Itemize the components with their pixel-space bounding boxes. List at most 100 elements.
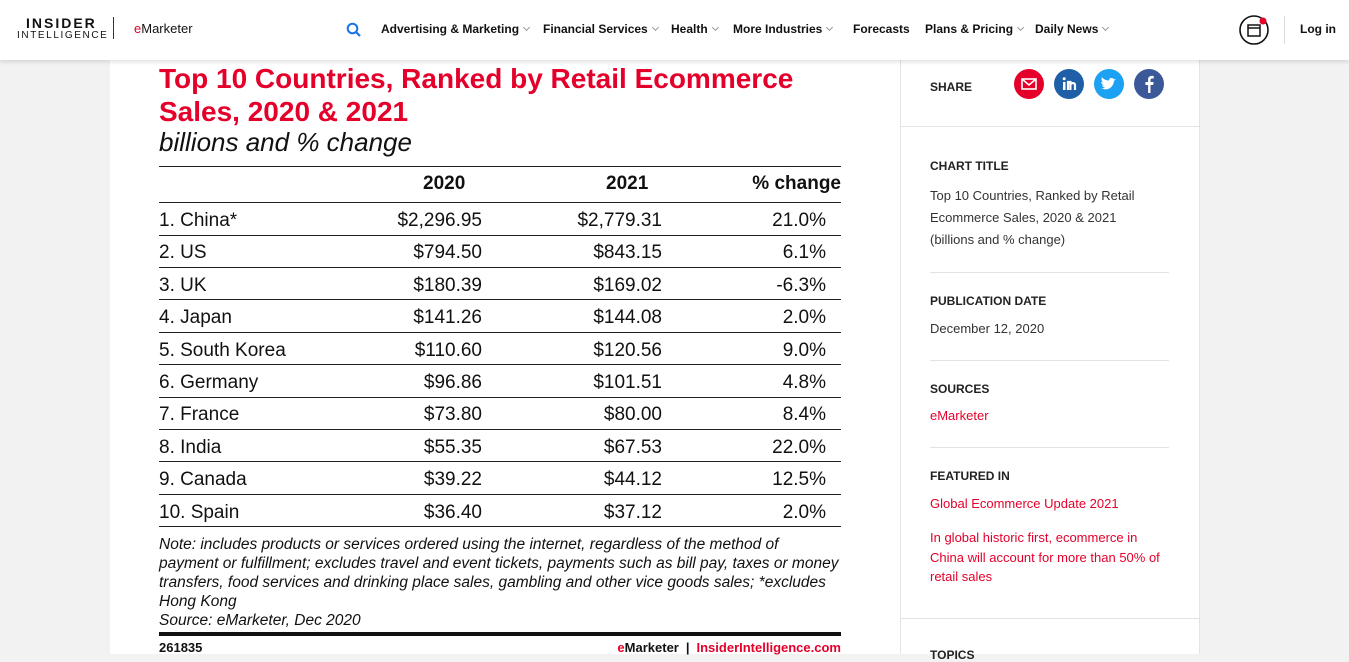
footer-credit: eMarketer | InsiderIntelligence.com <box>617 640 841 655</box>
topics-label: TOPICS <box>930 648 975 662</box>
nav-label[interactable]: Financial Services <box>543 22 648 36</box>
chart-id: 261835 <box>159 640 203 655</box>
cell: 21.0% <box>772 210 826 231</box>
country: 10. Spain <box>159 501 240 523</box>
column-header: % change <box>752 173 841 194</box>
note-text: Note: includes products or services orde… <box>159 536 839 610</box>
logo-top[interactable]: INSIDER <box>26 15 97 31</box>
nav-item[interactable]: Forecasts <box>853 22 910 36</box>
header-row: 2020 2021 % change <box>159 170 841 200</box>
nav-label[interactable]: Health <box>671 22 708 36</box>
cell: $44.12 <box>603 469 662 491</box>
chevron <box>651 23 659 32</box>
country: 1. China* <box>159 210 238 231</box>
country: 4. Japan <box>159 307 232 329</box>
note: Note: includes products or services orde… <box>159 535 839 630</box>
country: 2. US <box>159 242 207 264</box>
rule <box>159 166 841 167</box>
divider <box>930 360 1169 361</box>
table-row: 3. UK $180.39 $169.02 -6.3% <box>159 268 841 301</box>
cell: $120.56 <box>593 339 662 361</box>
featured-link[interactable]: In global historic first, ecommerce in C… <box>930 530 1160 584</box>
cell: 22.0% <box>772 436 826 458</box>
nav-label[interactable]: Plans & Pricing <box>925 22 1014 36</box>
rule <box>159 632 841 636</box>
chevron <box>1016 23 1025 32</box>
chart-card <box>110 0 900 654</box>
footer-site[interactable]: InsiderIntelligence.com <box>696 640 842 655</box>
country: 6. Germany <box>159 372 259 393</box>
calendar-icon[interactable] <box>1238 14 1270 46</box>
sep: | <box>685 640 690 655</box>
logo-bottom[interactable]: INTELLIGENCE <box>17 30 109 41</box>
table-row: 9. Canada $39.22 $44.12 12.5% <box>159 462 841 495</box>
divider <box>900 618 1200 619</box>
table-row: 8. India $55.35 $67.53 22.0% <box>159 430 841 463</box>
cell: $73.80 <box>423 404 482 426</box>
cell: $144.08 <box>593 307 662 329</box>
nav-label[interactable]: Daily News <box>1035 22 1099 36</box>
featured-link[interactable]: Global Ecommerce Update 2021 <box>930 496 1119 511</box>
cell: $67.53 <box>603 436 662 458</box>
cell: -6.3% <box>776 274 826 296</box>
sources-label: SOURCES <box>930 382 990 396</box>
sidebar <box>900 0 1200 654</box>
country: 9. Canada <box>159 469 247 491</box>
nav-label[interactable]: More Industries <box>733 22 823 36</box>
cell: $96.86 <box>423 372 482 393</box>
cell: $55.35 <box>423 436 482 458</box>
country: 3. UK <box>159 274 207 296</box>
column-header: 2020 <box>423 173 466 194</box>
brand[interactable]: eMarketer <box>134 21 193 36</box>
header: INSIDER INTELLIGENCE eMarketer Advertisi… <box>0 0 1349 60</box>
cell: $794.50 <box>413 242 482 264</box>
nav-item[interactable]: Daily News <box>1035 22 1110 36</box>
nav-item[interactable]: Health <box>671 22 719 36</box>
nav-item[interactable]: More Industries <box>733 22 834 36</box>
table-row: 1. China* $2,296.95 $2,779.31 21.0% <box>159 203 841 236</box>
chart-subtitle: billions and % change <box>159 127 412 157</box>
rule <box>159 202 841 203</box>
cell: 9.0% <box>782 339 826 361</box>
nav-item[interactable]: Plans & Pricing <box>925 22 1025 36</box>
login[interactable]: Log in <box>1300 22 1336 36</box>
divider <box>900 126 1200 127</box>
cell: $2,296.95 <box>397 210 482 231</box>
cell: $80.00 <box>603 404 662 426</box>
country: 5. South Korea <box>159 339 286 361</box>
divider <box>930 447 1169 448</box>
chevron <box>1102 23 1110 32</box>
cell: 12.5% <box>772 469 826 491</box>
nav-label[interactable]: Advertising & Marketing <box>381 22 520 36</box>
country: 7. France <box>159 404 240 426</box>
cell: 2.0% <box>782 307 826 329</box>
cell: 2.0% <box>782 501 826 523</box>
cell: $2,779.31 <box>577 210 662 231</box>
cell: $39.22 <box>423 469 482 491</box>
share-icons[interactable] <box>1013 68 1165 100</box>
chevron <box>711 23 719 32</box>
chart-title-label: CHART TITLE <box>930 159 1009 173</box>
cell: $101.51 <box>593 372 662 393</box>
nav-item[interactable]: Advertising & Marketing <box>381 22 531 36</box>
chart-title: Top 10 Countries, Ranked by Retail Ecomm… <box>159 63 794 127</box>
country: 8. India <box>159 436 222 458</box>
source-link[interactable]: eMarketer <box>930 408 989 423</box>
cell: $110.60 <box>414 339 482 361</box>
footer-brand: eMarketer <box>617 640 679 655</box>
chart-title-value: Top 10 Countries, Ranked by Retail Ecomm… <box>930 188 1135 247</box>
chevron <box>522 23 531 32</box>
nav-label[interactable]: Forecasts <box>853 22 910 36</box>
cell: $141.26 <box>413 307 482 329</box>
divider <box>113 17 114 39</box>
featured-label: FEATURED IN <box>930 469 1010 483</box>
table-row: 7. France $73.80 $80.00 8.4% <box>159 397 841 430</box>
divider <box>1284 16 1285 44</box>
nav-item[interactable]: Financial Services <box>543 22 659 36</box>
chevron <box>826 23 834 32</box>
cell: 8.4% <box>782 404 826 426</box>
search-icon[interactable] <box>346 22 362 38</box>
divider <box>930 272 1169 273</box>
